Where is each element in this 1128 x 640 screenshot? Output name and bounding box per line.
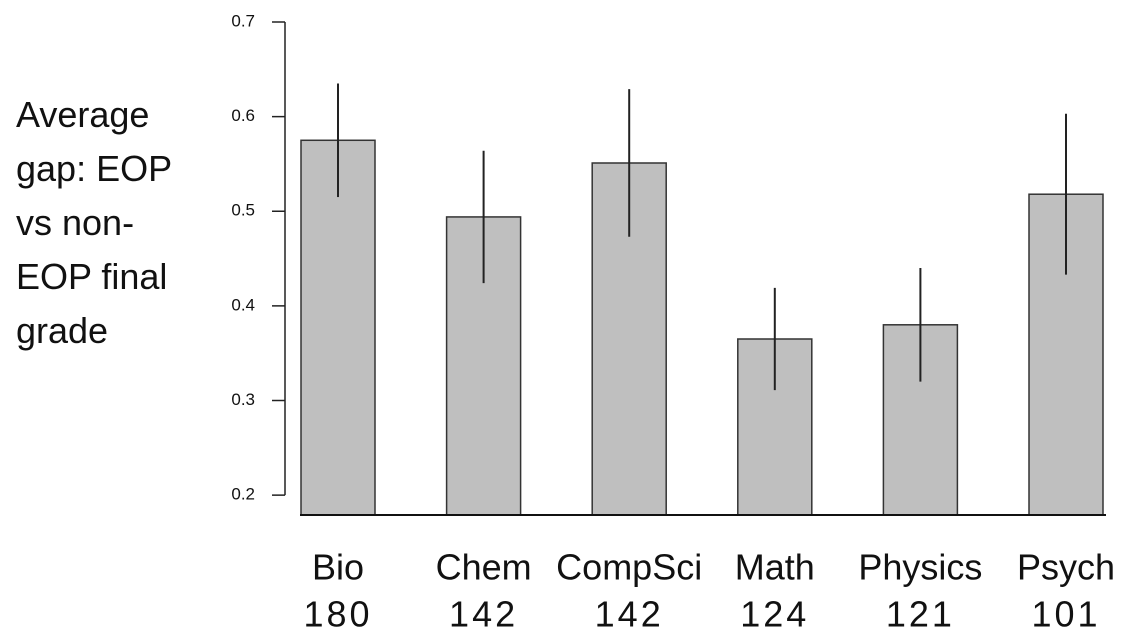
y-tick-label: 0.3 [231,390,255,409]
x-tick-label: CompSci [556,547,702,588]
y-tick-label: 0.2 [231,485,255,504]
x-tick-label: Chem [436,547,532,588]
x-count-label: 121 [886,594,955,635]
x-count-label: 142 [595,594,664,635]
x-count-label: 124 [740,594,809,635]
y-tick-label: 0.6 [231,106,255,125]
y-axis-label: Average gap: EOP vs non-EOP final grade [16,94,172,351]
y-tick-label: 0.4 [231,295,255,314]
x-count-label: 180 [303,594,372,635]
y-tick-label: 0.5 [231,201,255,220]
x-tick-label: Math [735,547,815,588]
y-tick-label: 0.7 [231,11,255,30]
x-count-label: 101 [1031,594,1100,635]
x-tick-label: Psych [1017,547,1115,588]
x-tick-label: Physics [858,547,982,588]
x-count-label: 142 [449,594,518,635]
x-tick-label: Bio [312,547,364,588]
